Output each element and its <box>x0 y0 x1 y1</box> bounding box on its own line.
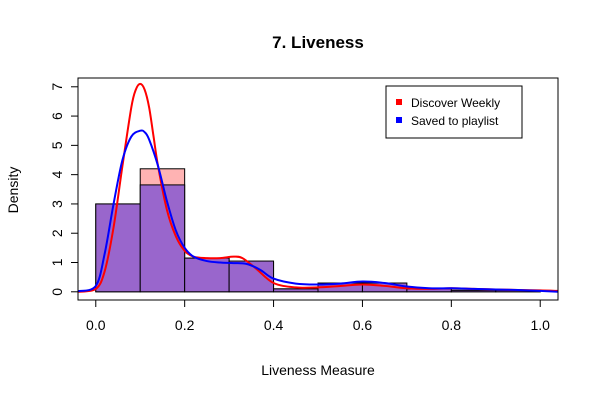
y-tick-label-1: 1 <box>49 258 65 266</box>
density-curves <box>77 82 559 293</box>
legend-label-saved-to-playlist: Saved to playlist <box>411 114 499 128</box>
x-tick-label-2: 0.4 <box>264 317 284 333</box>
x-tick-label-4: 0.8 <box>442 317 462 333</box>
legend: Discover Weekly Saved to playlist <box>385 85 523 139</box>
bar-saved-to-playlist-3 <box>228 260 275 293</box>
histogram-bars-saved-to-playlist <box>95 184 541 293</box>
x-tick-label-5: 1.0 <box>530 317 550 333</box>
y-tick-label-5: 5 <box>49 141 65 149</box>
x-axis: 0.0 0.2 0.4 0.6 0.8 1.0 <box>86 299 550 333</box>
chart-title: 7. Liveness <box>272 33 364 52</box>
y-tick-label-4: 4 <box>49 171 65 179</box>
y-axis-label: Density <box>5 167 21 214</box>
y-axis: 0 1 2 3 4 5 6 7 <box>49 83 79 296</box>
y-tick-label-0: 0 <box>49 288 65 296</box>
x-tick-label-0: 0.0 <box>86 317 106 333</box>
x-axis-label: Liveness Measure <box>261 362 375 378</box>
bar-saved-to-playlist-1 <box>139 184 186 293</box>
y-tick-label-3: 3 <box>49 200 65 208</box>
legend-swatch-saved-to-playlist <box>396 117 402 123</box>
x-tick-label-1: 0.2 <box>175 317 195 333</box>
legend-label-discover-weekly: Discover Weekly <box>411 96 500 110</box>
y-tick-label-7: 7 <box>49 83 65 91</box>
bar-saved-to-playlist-2 <box>184 257 230 293</box>
legend-swatch-discover-weekly <box>396 99 402 105</box>
y-tick-label-6: 6 <box>49 112 65 120</box>
bar-saved-to-playlist-4 <box>273 288 319 293</box>
bar-saved-to-playlist-8 <box>450 289 497 293</box>
x-tick-label-3: 0.6 <box>353 317 373 333</box>
density-curve-saved-to-playlist <box>77 129 559 293</box>
legend-box <box>385 85 523 139</box>
y-tick-label-2: 2 <box>49 229 65 237</box>
